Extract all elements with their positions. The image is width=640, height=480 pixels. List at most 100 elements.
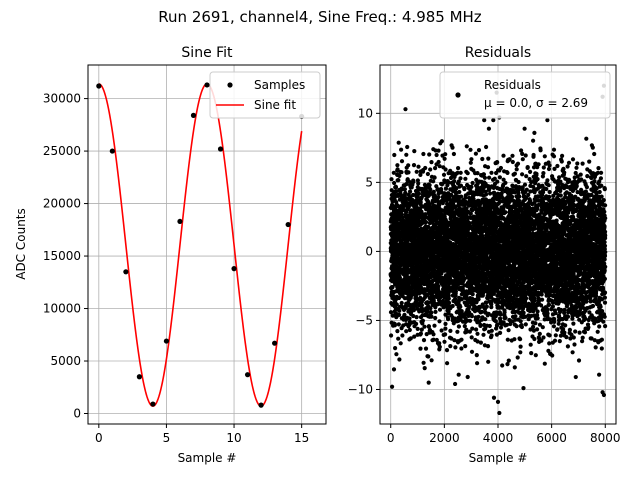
residual-point: [485, 165, 491, 170]
sine-fit-title: Sine Fit: [181, 45, 233, 61]
residual-point: [486, 359, 491, 364]
residual-point: [421, 360, 426, 365]
residual-point: [437, 164, 442, 169]
residual-point: [414, 169, 419, 174]
residual-point: [436, 148, 441, 153]
residual-point: [397, 173, 402, 178]
residual-point: [469, 157, 474, 162]
residual-point: [518, 344, 523, 349]
residual-point: [501, 153, 506, 158]
residual-point: [505, 170, 510, 175]
residual-point: [443, 152, 448, 157]
residual-point: [411, 163, 417, 168]
residual-point: [484, 192, 489, 197]
sine-fit-xlabel: Sample #: [178, 451, 237, 465]
residual-point: [495, 160, 500, 165]
residual-point: [412, 149, 417, 154]
residual-point: [399, 147, 404, 152]
residual-point: [518, 319, 523, 324]
residual-point: [418, 346, 423, 351]
residual-point: [429, 358, 434, 363]
residual-point: [447, 300, 452, 305]
sample-point: [96, 83, 102, 89]
residual-point: [465, 374, 470, 380]
residual-point: [517, 194, 522, 199]
residual-point: [498, 312, 503, 317]
residual-point: [427, 152, 432, 157]
residual-point: [406, 163, 411, 168]
residual-point: [391, 367, 397, 372]
residual-point: [394, 302, 399, 307]
residual-point: [437, 319, 442, 324]
residual-point: [399, 159, 405, 164]
residual-point: [486, 126, 491, 131]
residual-point: [503, 180, 508, 185]
residual-point: [402, 312, 407, 317]
sample-point: [231, 266, 237, 272]
residual-point: [510, 159, 515, 165]
residual-point: [520, 172, 525, 177]
residual-point: [458, 176, 463, 181]
residual-point: [394, 352, 399, 357]
sine-fit-x-tick-label: 5: [163, 431, 171, 445]
residual-point: [446, 317, 451, 322]
residual-point: [433, 309, 438, 314]
residual-point: [395, 167, 400, 172]
residual-point: [433, 315, 438, 321]
residual-point: [431, 179, 436, 184]
residual-point: [480, 156, 485, 162]
residual-point: [414, 321, 419, 326]
sample-point: [123, 269, 129, 275]
residual-point: [475, 171, 480, 176]
residual-point: [429, 310, 434, 315]
residual-point: [498, 330, 503, 335]
residual-point: [397, 312, 402, 317]
residual-point: [487, 175, 492, 180]
residual-point: [443, 167, 448, 172]
residual-point: [513, 314, 518, 319]
sample-point: [217, 146, 224, 152]
residual-point: [448, 344, 453, 349]
sine-fit-x-tick-label: 10: [226, 431, 241, 445]
residual-point: [393, 346, 398, 351]
residual-point: [476, 314, 481, 319]
residual-point: [476, 297, 481, 302]
residual-point: [396, 140, 401, 145]
residual-point: [469, 335, 474, 340]
sine-fit-y-tick-label: 25000: [43, 144, 81, 158]
sine-fit-x-tick-label: 0: [95, 431, 103, 445]
residual-point: [423, 165, 428, 171]
sine-fit-y-tick-label: 0: [73, 407, 81, 421]
residual-point: [402, 187, 407, 192]
residual-point: [469, 314, 474, 319]
residual-point: [428, 167, 433, 172]
residual-point: [468, 318, 473, 323]
residual-point: [396, 322, 401, 327]
residual-point: [503, 210, 508, 215]
residual-point: [397, 357, 402, 362]
residual-point: [495, 179, 500, 184]
sine-fit-subplot: Sine Fit 0 5 10 150500010000150002000025000…: [14, 45, 327, 465]
residual-point: [481, 332, 486, 337]
residual-point: [418, 331, 423, 336]
residual-point: [498, 325, 504, 330]
residual-point: [475, 361, 480, 366]
residual-point: [484, 304, 489, 309]
residual-point: [484, 144, 489, 150]
residual-point: [437, 344, 442, 349]
sine-fit-plot-area: [96, 82, 305, 408]
sample-point: [177, 218, 183, 225]
sample-point: [150, 401, 156, 407]
residual-point: [442, 339, 447, 344]
sample-point: [258, 402, 264, 408]
residual-point: [444, 348, 450, 353]
residual-point: [443, 332, 448, 337]
residual-point: [431, 189, 436, 194]
residual-point: [451, 151, 456, 157]
sample-point: [109, 148, 115, 154]
residual-point: [518, 350, 523, 355]
residual-point: [497, 175, 502, 180]
residual-point: [516, 179, 521, 185]
residual-point: [441, 172, 447, 177]
residual-point: [459, 194, 464, 199]
